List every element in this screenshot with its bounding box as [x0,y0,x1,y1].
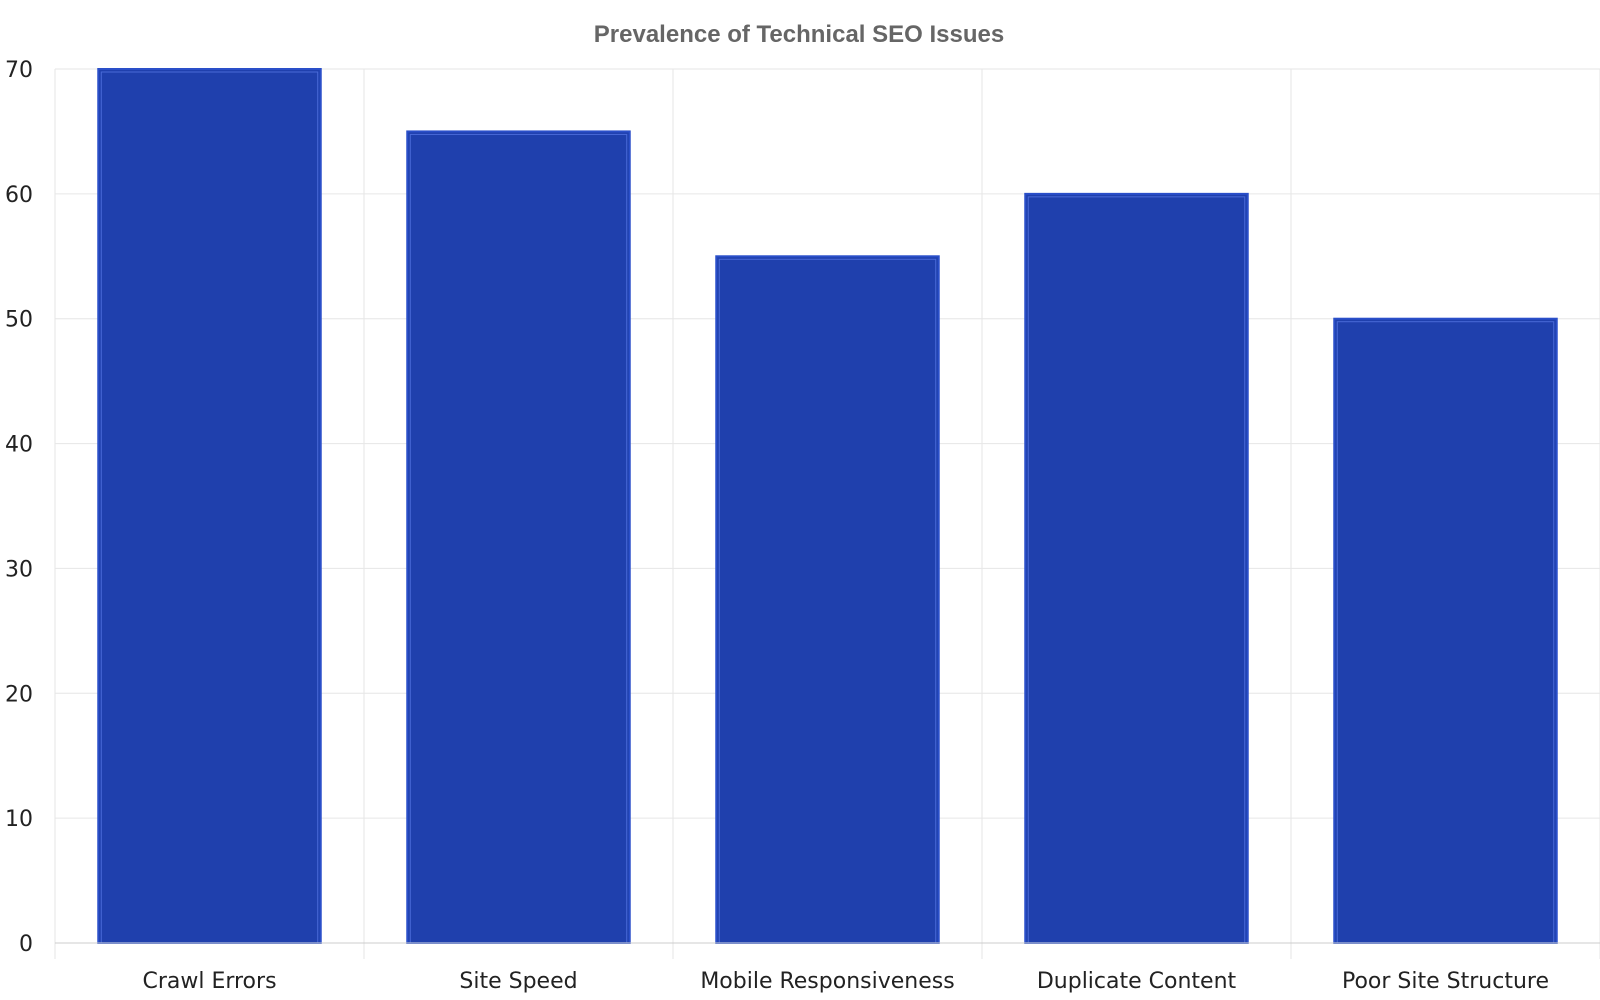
bar [97,68,322,944]
bar [406,130,631,944]
y-tick-label: 20 [5,682,33,707]
y-tick-label: 30 [5,557,33,582]
y-tick-label: 50 [5,308,33,333]
chart-title: Prevalence of Technical SEO Issues [594,21,1004,48]
bar [1333,317,1558,944]
y-tick-label: 60 [5,183,33,208]
y-tick-label: 70 [5,58,33,83]
x-tick-label: Duplicate Content [1037,969,1237,994]
y-tick-label: 0 [19,932,33,957]
bars [97,68,1558,945]
y-tick-label: 10 [5,807,33,832]
x-tick-label: Site Speed [459,969,577,994]
bar [1024,192,1249,945]
y-tick-label: 40 [5,433,33,458]
bar [715,255,940,944]
x-tick-label: Crawl Errors [142,969,276,994]
x-tick-label: Poor Site Structure [1342,969,1549,994]
tick-labels: 0 10 20 30 40 50 60 70 Crawl Errors Site Speed Mob… [5,58,1549,994]
x-tick-label: Mobile Responsiveness [700,969,954,994]
